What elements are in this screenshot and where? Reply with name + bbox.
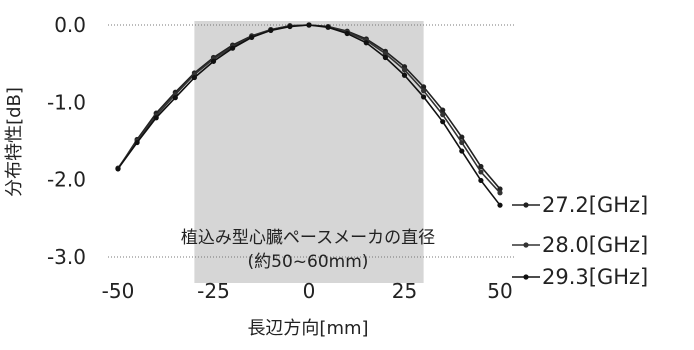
y-tick-label: -3.0 (47, 245, 86, 269)
data-point (287, 23, 293, 30)
legend-label: 27.2[GHz] (542, 193, 648, 217)
data-point (478, 177, 484, 184)
data-point (497, 190, 503, 196)
data-point (344, 30, 350, 37)
y-axis-label: 分布特性[dB] (4, 87, 25, 197)
legend: 27.2[GHz] 28.0[GHz] 29.3[GHz] (512, 193, 648, 289)
data-point (210, 58, 217, 64)
x-tick-label: -50 (102, 279, 135, 303)
legend-marker (523, 202, 529, 208)
data-point (153, 115, 159, 121)
data-point (478, 169, 484, 175)
data-point (440, 112, 446, 118)
x-axis-ticks: -50 -25 0 25 50 (102, 279, 513, 303)
data-point (191, 74, 197, 81)
y-axis-ticks: 0.0 -1.0 -2.0 -3.0 (47, 13, 86, 269)
series-3 (115, 22, 503, 208)
data-point (268, 27, 274, 34)
data-point (363, 40, 369, 46)
data-point (459, 148, 465, 154)
data-point (459, 134, 465, 140)
series-layer (115, 22, 503, 208)
data-point (401, 72, 408, 78)
y-tick-label: 0.0 (54, 13, 86, 37)
legend-label: 29.3[GHz] (542, 265, 648, 289)
data-point (440, 107, 446, 113)
data-point (497, 202, 503, 208)
legend-label: 28.0[GHz] (542, 233, 648, 257)
x-tick-label: 0 (303, 279, 316, 303)
data-point (459, 139, 465, 146)
legend-marker (523, 242, 529, 248)
x-tick-label: 50 (487, 279, 512, 303)
data-point (306, 22, 312, 28)
data-point (421, 88, 427, 94)
x-tick-label: 25 (392, 279, 417, 303)
data-point (478, 163, 484, 170)
data-point (115, 166, 121, 172)
data-point (325, 24, 331, 30)
shaded-region (194, 21, 424, 283)
x-tick-label: -25 (197, 279, 230, 303)
data-point (172, 95, 178, 101)
reference-lines (108, 24, 515, 258)
y-tick-label: -1.0 (47, 90, 86, 114)
data-point (249, 34, 255, 40)
data-point (421, 94, 427, 100)
data-point (230, 45, 236, 51)
data-point (382, 54, 388, 61)
annotation-line-2: (約50~60mm) (248, 252, 369, 272)
data-point (134, 139, 140, 146)
data-point (440, 119, 446, 125)
y-tick-label: -2.0 (47, 168, 86, 192)
data-point (382, 51, 388, 57)
x-axis-label: 長辺方向[mm] (247, 318, 368, 339)
annotation-line-1: 植込み型心臓ペースメーカの直径 (181, 228, 435, 248)
data-point (401, 67, 408, 73)
legend-marker (523, 274, 529, 280)
